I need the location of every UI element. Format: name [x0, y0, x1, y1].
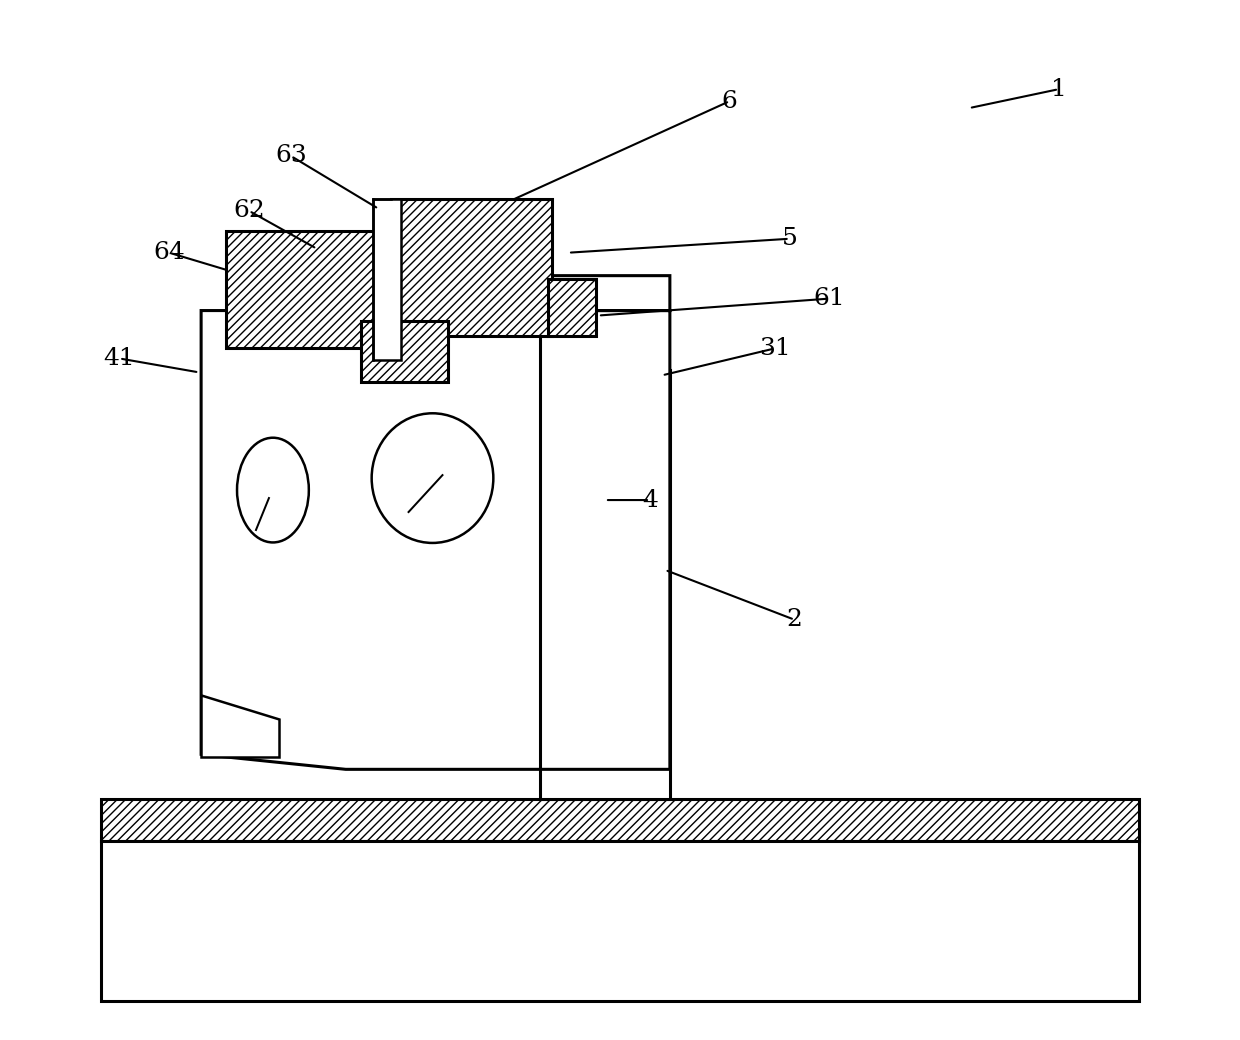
Bar	[361, 320, 449, 383]
Bar	[373, 199, 401, 361]
Polygon shape	[201, 276, 670, 770]
Ellipse shape	[237, 438, 309, 543]
Text: 31: 31	[759, 337, 790, 360]
Text: 41: 41	[103, 347, 135, 370]
Bar	[102, 841, 1138, 1000]
Text: 63: 63	[275, 145, 306, 167]
Text: 61: 61	[813, 287, 846, 310]
Text: 1: 1	[1052, 78, 1066, 101]
Bar	[226, 231, 373, 348]
Bar	[102, 800, 1138, 841]
Ellipse shape	[372, 413, 494, 543]
Bar	[548, 279, 596, 337]
Text: 62: 62	[233, 200, 265, 223]
Bar	[391, 199, 552, 337]
Text: 64: 64	[154, 241, 185, 264]
Text: 5: 5	[781, 228, 797, 251]
Polygon shape	[201, 695, 279, 757]
Text: 2: 2	[786, 608, 802, 631]
Bar	[541, 370, 670, 800]
Text: 4: 4	[642, 489, 658, 512]
Text: 6: 6	[722, 89, 738, 112]
